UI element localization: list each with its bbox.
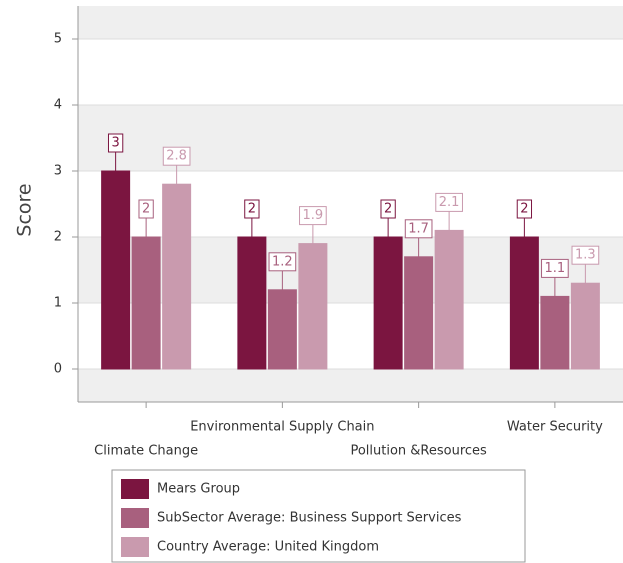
data-label: 1.1	[545, 261, 566, 276]
data-label-box	[162, 146, 191, 166]
x-tick-label: Climate Change	[94, 444, 198, 459]
x-tick-label: Environmental Supply Chain	[190, 420, 374, 435]
data-label-box	[541, 258, 569, 278]
bar	[540, 295, 570, 370]
data-label-box	[571, 245, 600, 265]
data-label-box	[244, 199, 260, 219]
data-label-box	[268, 252, 297, 272]
bar	[404, 256, 434, 370]
data-label-box	[380, 199, 396, 219]
legend-swatch	[121, 508, 149, 528]
legend-label: Mears Group	[157, 482, 240, 497]
data-label-box	[138, 199, 154, 219]
legend-swatch	[121, 479, 149, 499]
bar	[570, 282, 600, 370]
legend	[111, 469, 526, 563]
x-tick-label: Water Security	[507, 420, 603, 435]
y-axis-title: Score	[14, 183, 36, 236]
data-label: 1.9	[303, 208, 324, 223]
data-label: 2.1	[439, 195, 460, 210]
band	[78, 6, 623, 39]
data-label-box	[299, 206, 327, 226]
data-label: 1.7	[408, 221, 429, 236]
band	[78, 369, 623, 402]
data-label: 2	[520, 202, 528, 217]
bar	[101, 170, 131, 370]
data-label-box	[516, 199, 533, 219]
y-tick-label: 2	[54, 230, 62, 245]
data-label: 2.8	[166, 149, 187, 164]
band	[78, 105, 623, 171]
legend-label: SubSector Average: Business Support Serv…	[157, 511, 462, 526]
y-tick-label: 1	[54, 296, 62, 311]
bar	[131, 236, 161, 370]
bar	[434, 229, 464, 370]
y-tick-label: 5	[54, 32, 62, 47]
data-label: 1.2	[272, 254, 293, 269]
legend-label: Country Average: United Kingdom	[157, 540, 379, 555]
bar	[509, 236, 539, 370]
data-label: 3	[111, 136, 119, 151]
bar	[298, 243, 328, 370]
data-label-box	[435, 192, 463, 212]
bar	[162, 183, 192, 370]
data-label: 2	[142, 202, 150, 217]
bar	[373, 236, 403, 370]
data-label-box	[107, 133, 124, 153]
legend-swatch	[121, 537, 149, 557]
y-tick-label: 4	[54, 98, 62, 113]
data-label: 1.3	[575, 248, 596, 263]
y-tick-label: 3	[54, 164, 62, 179]
data-label: 2	[248, 202, 256, 217]
data-label: 2	[384, 202, 392, 217]
bar	[267, 289, 297, 370]
x-tick-label: Pollution &Resources	[350, 444, 487, 459]
bar	[237, 236, 267, 370]
data-label-box	[404, 219, 433, 239]
y-tick-label: 0	[54, 362, 62, 377]
